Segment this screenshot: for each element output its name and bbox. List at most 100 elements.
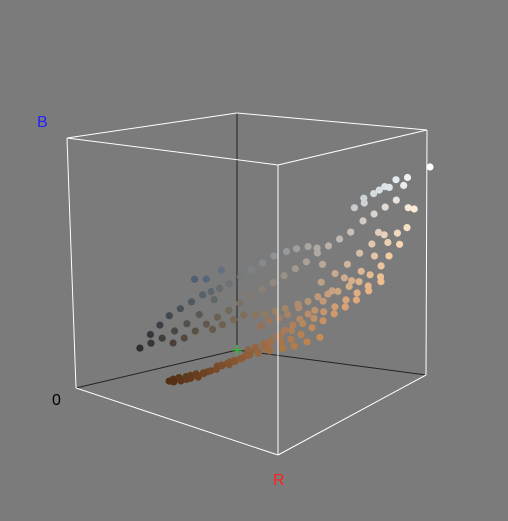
data-point [238,354,246,362]
data-point [158,334,166,342]
data-point [396,240,404,248]
data-point [393,229,401,237]
data-point [261,310,269,318]
data-point [165,312,173,320]
data-point [331,303,339,311]
b-axis-label: B [37,114,48,131]
data-point [236,273,245,281]
cube-edge-rb-white [277,129,428,166]
data-points [136,163,434,386]
data-point [194,373,202,381]
data-point [314,293,322,301]
cube-edge-rg-white [425,129,428,376]
data-point [209,325,217,333]
cube-edge-b-gb [66,112,238,139]
data-point [311,306,319,314]
data-point [177,377,185,385]
data-point [290,342,298,350]
data-point [316,333,324,341]
data-point [169,339,177,347]
data-point [384,238,392,247]
data-point [336,235,344,243]
data-point [343,260,351,268]
data-point [366,271,374,279]
data-point [207,288,215,296]
data-point [356,249,364,257]
data-point [260,342,268,351]
data-point [257,322,265,330]
data-point [342,296,350,304]
data-point [352,296,360,304]
data-point [319,317,327,325]
data-point [200,370,208,378]
cube-edge-origin-b [66,137,77,389]
data-point [156,321,164,329]
data-point [218,321,227,329]
data-point [195,310,203,319]
data-point [392,196,400,204]
data-point [187,374,195,382]
data-point [251,311,259,319]
data-point [136,344,144,352]
data-point [244,346,252,354]
data-point [345,282,353,290]
data-point [281,326,289,334]
origin-label: 0 [52,392,61,409]
data-point [381,203,389,211]
data-point [318,260,327,268]
data-point [310,314,318,322]
data-point [297,331,305,339]
data-point [225,280,233,288]
data-point [292,245,301,253]
data-point [212,365,220,373]
data-point [370,252,379,260]
data-point [183,320,191,328]
data-point [403,173,412,182]
data-point [296,315,304,323]
data-point [374,228,383,236]
data-point [279,344,287,352]
data-point [303,338,311,346]
data-point [400,181,408,189]
data-point [217,266,225,274]
data-point [319,297,327,305]
data-point [392,176,400,184]
data-point [370,190,378,198]
data-point [225,361,233,369]
data-point [380,231,388,239]
data-point [247,292,255,300]
data-point [347,228,355,236]
data-point [291,265,299,273]
data-point [370,210,378,218]
data-point [330,310,338,318]
data-point [213,313,222,321]
r-axis-label: R [273,472,285,489]
data-point [284,311,292,319]
data-point [191,327,199,335]
data-point [240,311,248,319]
data-point [265,317,273,325]
data-point [171,327,179,335]
data-point [218,362,226,370]
data-point [348,277,356,285]
data-point [287,335,295,343]
data-point [426,163,434,171]
data-point [275,314,283,322]
data-point [146,330,154,339]
data-point [202,275,210,283]
data-point [225,306,233,314]
data-point [304,310,312,318]
data-point [353,289,361,297]
data-point [334,287,342,295]
data-point [355,278,363,286]
data-point [289,321,297,329]
data-point [403,224,411,232]
data-point [248,266,256,274]
data-point [231,357,239,365]
data-point [364,282,372,290]
data-point [368,240,376,248]
data-point [210,296,218,304]
data-point [320,308,328,316]
data-point [308,324,316,332]
